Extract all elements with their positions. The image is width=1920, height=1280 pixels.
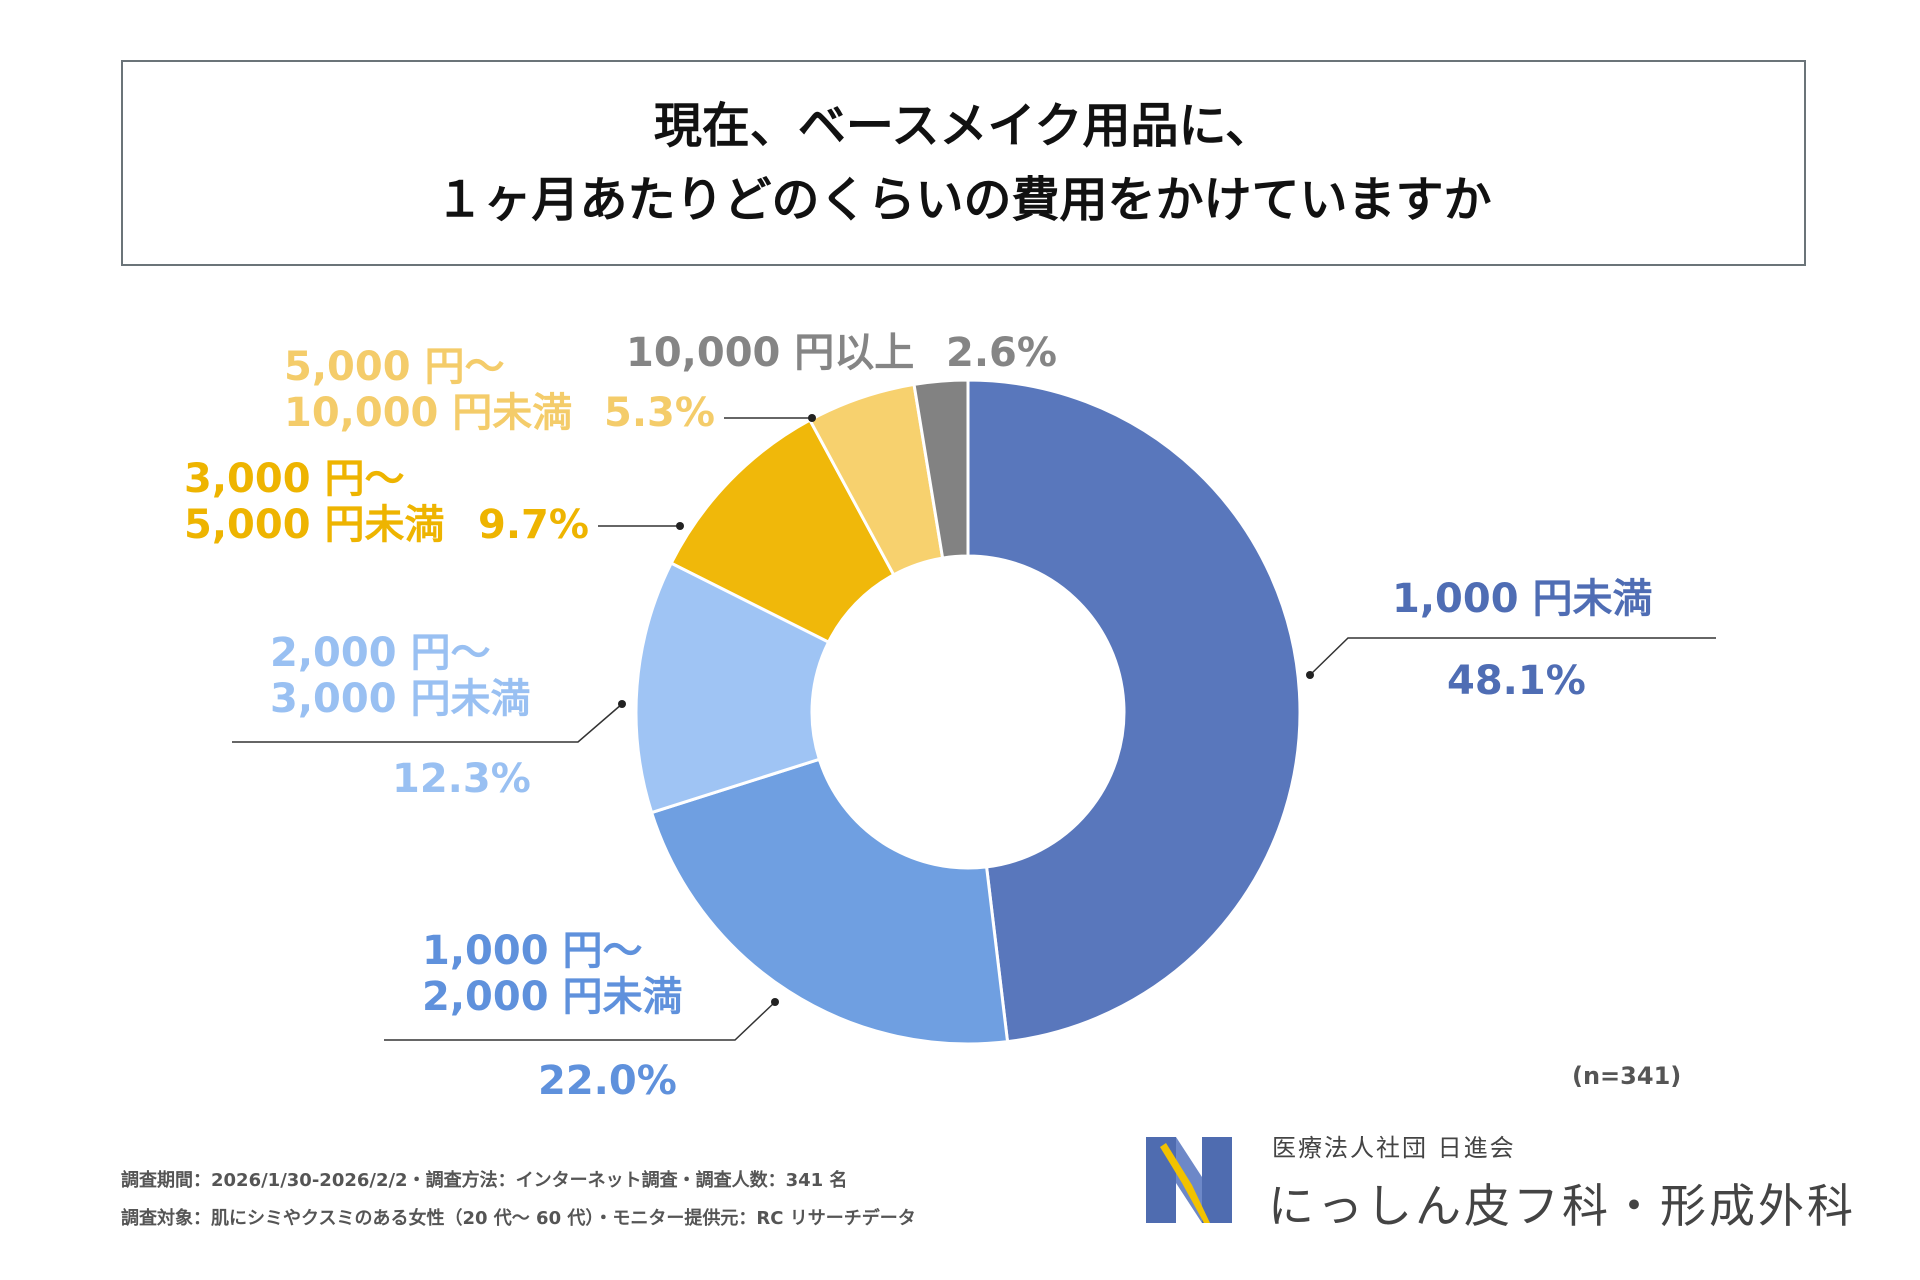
label-r3000: 3,000 円～ 5,000 円未満 (184, 456, 444, 548)
pct-lt1000: 48.1% (1447, 658, 1586, 704)
chart-title-line-1: 現在、ベースメイク用品に、 (653, 98, 1274, 154)
slice-ge10000 (912, 378, 970, 560)
clinic-logo-icon (1146, 1137, 1232, 1223)
pct-r3000: 9.7% (478, 502, 589, 548)
label-r2000-line-2: 3,000 円未満 (270, 676, 531, 722)
title-box: 現在、ベースメイク用品に、 １ヶ月あたりどのくらいの費用をかけていますか (121, 60, 1806, 266)
leader-dot-r2000 (618, 700, 626, 708)
label-r2000: 2,000 円～ 3,000 円未満 (270, 630, 530, 722)
leader-line-r1000 (384, 1001, 776, 1041)
chart-title-line-2: １ヶ月あたりどのくらいの費用をかけていますか (435, 172, 1492, 228)
label-r5000-line-2: 10,000 円未満 (284, 390, 573, 436)
pct-r2000: 12.3% (392, 756, 531, 802)
leader-dot-r5000 (808, 414, 816, 422)
slice-r1000 (649, 757, 1010, 1046)
label-ge10000: 10,000 円以上 (626, 330, 914, 376)
label-r2000-line-1: 2,000 円～ (270, 630, 491, 676)
leader-line-lt1000 (1309, 637, 1716, 676)
label-r1000-line-2: 2,000 円未満 (422, 974, 683, 1020)
label-r1000-line-1: 1,000 円～ (422, 928, 643, 974)
slice-r2000 (634, 561, 831, 815)
pct-ge10000: 2.6% (946, 330, 1057, 376)
logo-subtitle: 医療法人社団 日進会 (1272, 1134, 1516, 1162)
leader-dot-lt1000 (1306, 671, 1314, 679)
leader-dot-r3000 (676, 522, 684, 530)
leader-dot-r1000 (771, 998, 779, 1006)
label-r5000: 5,000 円～ 10,000 円未満 (284, 344, 572, 436)
pct-r5000: 5.3% (604, 390, 715, 436)
slice-lt1000 (966, 378, 1302, 1044)
pct-r1000: 22.0% (538, 1058, 677, 1104)
footnote-survey-target: 調査対象：肌にシミやクスミのある女性（20 代～ 60 代）・モニター提供元：R… (121, 1208, 916, 1229)
label-lt1000: 1,000 円未満 (1392, 576, 1652, 622)
label-r1000: 1,000 円～ 2,000 円未満 (422, 928, 682, 1020)
label-ge10000-line-1: 10,000 円以上 (626, 330, 915, 376)
sample-size-note: (n=341) (1572, 1062, 1682, 1090)
label-r3000-line-2: 5,000 円未満 (184, 502, 445, 548)
label-lt1000-line-1: 1,000 円未満 (1392, 576, 1653, 622)
logo-clinic-name: にっしん皮フ科・形成外科 (1268, 1179, 1856, 1233)
footnote-survey-period: 調査期間：2026/1/30-2026/2/2・調査方法：インターネット調査・調… (121, 1170, 848, 1191)
leader-line-r2000 (232, 703, 623, 743)
label-r3000-line-1: 3,000 円～ (184, 456, 405, 502)
label-r5000-line-1: 5,000 円～ (284, 344, 505, 390)
